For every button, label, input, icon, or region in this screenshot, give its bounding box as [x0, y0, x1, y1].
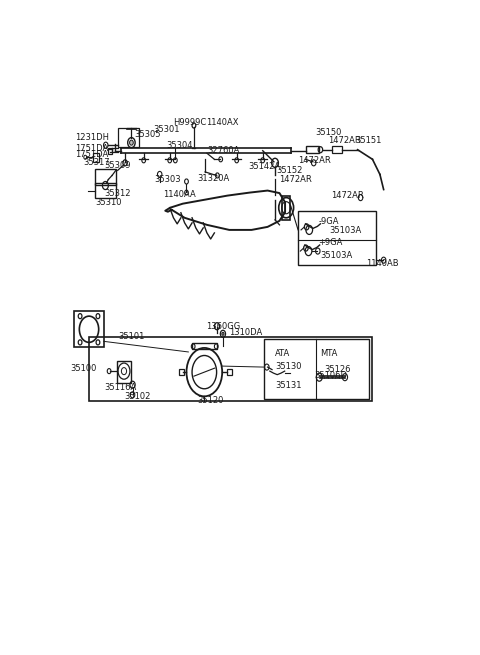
Text: 35103A: 35103A	[321, 251, 353, 259]
Text: 1472AR: 1472AR	[298, 156, 331, 165]
Bar	[89, 337, 372, 402]
Text: +9GA: +9GA	[318, 238, 343, 247]
Text: 35312: 35312	[104, 189, 131, 198]
Text: 1140AX: 1140AX	[206, 119, 239, 128]
Text: 32760A: 32760A	[207, 145, 240, 155]
Text: 1140AA: 1140AA	[163, 189, 196, 198]
Text: 35126: 35126	[324, 365, 350, 373]
Bar	[117, 360, 132, 383]
Text: 35100: 35100	[70, 364, 96, 373]
Text: 35150: 35150	[315, 128, 341, 137]
Bar	[227, 369, 232, 375]
Bar	[332, 146, 342, 153]
Bar	[95, 183, 116, 198]
Text: 35317: 35317	[83, 159, 110, 167]
Bar	[264, 339, 369, 399]
Text: 1231DH: 1231DH	[75, 133, 109, 142]
Text: 35142A: 35142A	[248, 162, 280, 172]
Bar	[305, 145, 319, 153]
Text: 35305: 35305	[134, 130, 161, 139]
Text: 31320A: 31320A	[198, 174, 230, 183]
Text: 35310: 35310	[96, 198, 122, 207]
Bar	[74, 311, 104, 347]
Bar	[192, 343, 217, 349]
Text: 1751DA: 1751DA	[75, 150, 108, 159]
Circle shape	[130, 140, 133, 145]
Text: 35103A: 35103A	[329, 226, 361, 235]
Text: 35151: 35151	[355, 136, 382, 145]
Text: 1751DA: 1751DA	[75, 143, 108, 153]
Text: 1360GG: 1360GG	[206, 322, 240, 331]
Bar	[282, 196, 290, 220]
Text: 35152: 35152	[276, 166, 303, 175]
Text: 35106D: 35106D	[314, 371, 347, 380]
Text: 35309: 35309	[104, 161, 131, 170]
Text: 35120: 35120	[198, 396, 224, 405]
Text: MTA: MTA	[321, 350, 338, 358]
Bar	[95, 170, 116, 185]
Text: ATA: ATA	[275, 350, 290, 358]
Bar	[108, 147, 112, 154]
Bar	[93, 153, 99, 162]
Text: 1472AR: 1472AR	[328, 136, 360, 145]
Bar	[118, 128, 139, 147]
Bar	[298, 211, 376, 265]
Text: 35102: 35102	[124, 392, 150, 401]
Text: 35301: 35301	[153, 124, 180, 134]
Text: 35304: 35304	[166, 141, 192, 150]
Text: H9999C: H9999C	[173, 118, 207, 127]
Bar	[179, 369, 184, 375]
Text: 35101: 35101	[119, 332, 145, 341]
Text: 35131: 35131	[275, 381, 301, 390]
Text: -9GA: -9GA	[318, 217, 339, 226]
Text: 1472AR: 1472AR	[332, 191, 364, 200]
Text: 35303: 35303	[154, 175, 181, 184]
Text: 1310DA: 1310DA	[229, 328, 263, 337]
Text: 35116A: 35116A	[105, 383, 137, 392]
Text: 35130: 35130	[275, 362, 301, 371]
Text: 1140AB: 1140AB	[366, 259, 398, 268]
Text: 1472AR: 1472AR	[279, 175, 312, 184]
Circle shape	[222, 332, 224, 335]
